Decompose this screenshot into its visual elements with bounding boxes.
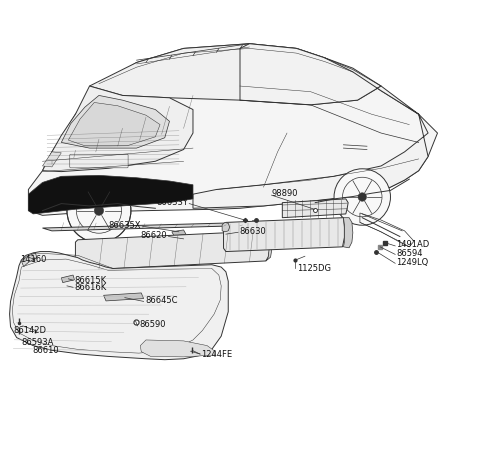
Polygon shape — [140, 340, 216, 357]
Text: 86616K: 86616K — [74, 283, 107, 292]
Polygon shape — [28, 44, 437, 215]
Polygon shape — [28, 175, 193, 214]
Polygon shape — [21, 253, 37, 267]
Text: 1244FE: 1244FE — [202, 350, 233, 359]
Polygon shape — [344, 218, 353, 248]
Text: 1491AD: 1491AD — [396, 240, 430, 249]
Polygon shape — [68, 103, 160, 146]
Polygon shape — [61, 275, 74, 282]
Polygon shape — [282, 199, 348, 218]
Text: 86590: 86590 — [139, 320, 166, 329]
Text: 14160: 14160 — [20, 254, 46, 263]
Text: 1125DG: 1125DG — [298, 264, 331, 273]
Polygon shape — [43, 222, 259, 231]
Text: 86645C: 86645C — [145, 296, 178, 305]
Polygon shape — [222, 222, 229, 232]
Text: 86610: 86610 — [32, 346, 59, 355]
Polygon shape — [224, 218, 344, 252]
Circle shape — [334, 169, 390, 225]
Polygon shape — [266, 231, 272, 261]
Text: 86594: 86594 — [396, 249, 423, 258]
FancyBboxPatch shape — [70, 154, 128, 168]
Text: 1249LQ: 1249LQ — [396, 258, 429, 267]
Polygon shape — [104, 293, 144, 301]
Text: 86142D: 86142D — [13, 326, 47, 335]
Polygon shape — [172, 230, 186, 236]
Text: 98890: 98890 — [272, 189, 299, 198]
Circle shape — [94, 206, 104, 215]
Polygon shape — [43, 152, 61, 167]
Text: 86615K: 86615K — [74, 276, 107, 285]
Circle shape — [358, 193, 367, 201]
Text: 86630: 86630 — [239, 227, 266, 236]
Polygon shape — [74, 231, 271, 271]
Polygon shape — [90, 44, 381, 105]
Text: 86635X: 86635X — [109, 221, 141, 230]
Text: 86620: 86620 — [141, 231, 167, 240]
Polygon shape — [61, 96, 169, 148]
Polygon shape — [43, 86, 193, 172]
Polygon shape — [193, 44, 428, 208]
Text: 86633Y: 86633Y — [156, 198, 188, 207]
Polygon shape — [10, 252, 228, 359]
Text: 86593A: 86593A — [21, 338, 54, 347]
Circle shape — [67, 179, 131, 243]
